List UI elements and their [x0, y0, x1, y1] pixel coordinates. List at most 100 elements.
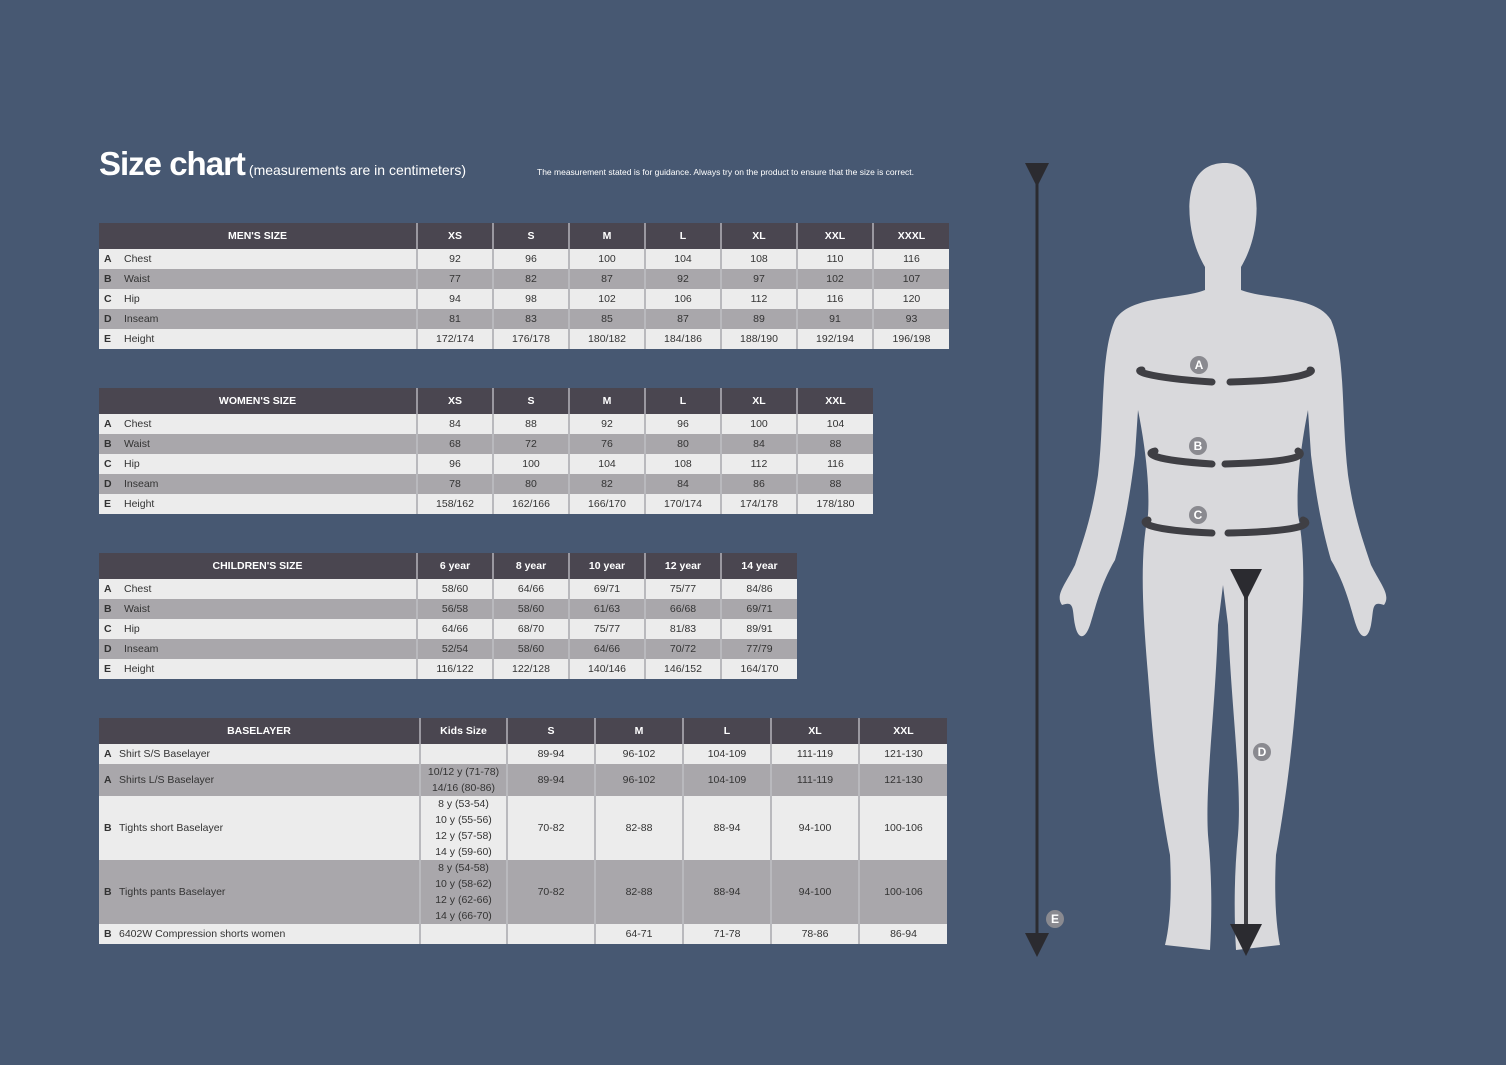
- measure-letter: D: [104, 478, 112, 490]
- table-row: D Inseam 78 80 82 84 86 88: [99, 474, 873, 494]
- measure-name: Inseam: [124, 478, 159, 490]
- measure-name: Tights short Baselayer: [119, 822, 224, 834]
- size-value: 88-94: [682, 860, 771, 924]
- size-value: 78: [416, 474, 493, 494]
- row-label: C Hip: [99, 454, 417, 474]
- size-value: 172/174: [416, 329, 493, 349]
- table-row: B Waist 68 72 76 80 84 88: [99, 434, 873, 454]
- marker-b: B: [1194, 439, 1203, 453]
- measure-name: Hip: [124, 293, 140, 305]
- column-header: 6 year: [416, 553, 493, 579]
- table-row: D Inseam 81 83 85 87 89 91 93: [99, 309, 949, 329]
- marker-a: A: [1195, 358, 1204, 372]
- size-value: 92: [644, 269, 721, 289]
- size-value: 107: [872, 269, 949, 289]
- column-header: XS: [416, 388, 493, 414]
- column-header: 10 year: [568, 553, 645, 579]
- size-value: 94-100: [770, 796, 859, 860]
- size-value: 8 y (54-58) 10 y (58-62) 12 y (62-66) 14…: [419, 860, 507, 924]
- size-value: 87: [644, 309, 721, 329]
- marker-d: D: [1258, 745, 1267, 759]
- size-value: 89-94: [506, 744, 595, 764]
- size-value: 102: [568, 289, 645, 309]
- row-label: C Hip: [99, 289, 417, 309]
- size-value: 68: [416, 434, 493, 454]
- measure-letter: B: [104, 822, 112, 834]
- size-value: 69/71: [568, 579, 645, 599]
- measure-letter: C: [104, 293, 112, 305]
- size-value: 96-102: [594, 764, 683, 796]
- size-value: 192/194: [796, 329, 873, 349]
- measure-letter: A: [104, 418, 112, 430]
- row-label: E Height: [99, 329, 417, 349]
- size-value: 112: [720, 454, 797, 474]
- size-value: 64/66: [416, 619, 493, 639]
- size-value: 100: [720, 414, 797, 434]
- size-value: 170/174: [644, 494, 721, 514]
- size-value: [419, 924, 507, 944]
- column-header: XL: [720, 223, 797, 249]
- size-value: 104-109: [682, 764, 771, 796]
- body-silhouette: [1059, 163, 1387, 950]
- size-value: 104: [644, 249, 721, 269]
- size-value: 89: [720, 309, 797, 329]
- table-row: B Waist 56/58 58/60 61/63 66/68 69/71: [99, 599, 797, 619]
- size-value: 78-86: [770, 924, 859, 944]
- size-value: 93: [872, 309, 949, 329]
- body-measurement-figure: A B C D E: [1025, 163, 1387, 957]
- size-value: 96: [492, 249, 569, 269]
- table-row: C Hip 96 100 104 108 112 116: [99, 454, 873, 474]
- row-label: B Waist: [99, 599, 417, 619]
- row-label: B Waist: [99, 269, 417, 289]
- size-value: 82: [492, 269, 569, 289]
- size-value: 64/66: [492, 579, 569, 599]
- size-value: 89-94: [506, 764, 595, 796]
- table-row: D Inseam 52/54 58/60 64/66 70/72 77/79: [99, 639, 797, 659]
- table-row: A Shirts L/S Baselayer 10/12 y (71-78) 14/…: [99, 764, 947, 796]
- table-row: B Tights pants Baselayer 8 y (54-58) 10 y …: [99, 860, 947, 924]
- size-value: 108: [720, 249, 797, 269]
- row-label: B Waist: [99, 434, 417, 454]
- size-value: 85: [568, 309, 645, 329]
- measure-name: Tights pants Baselayer: [119, 886, 226, 898]
- size-value: 80: [644, 434, 721, 454]
- units-subtitle: (measurements are in centimeters): [248, 162, 466, 178]
- size-value: 94: [416, 289, 493, 309]
- row-label: E Height: [99, 659, 417, 679]
- measure-name: Height: [124, 498, 155, 510]
- size-value: 116: [872, 249, 949, 269]
- size-value: 52/54: [416, 639, 493, 659]
- size-value: 110: [796, 249, 873, 269]
- size-value: 71-78: [682, 924, 771, 944]
- size-value: 196/198: [872, 329, 949, 349]
- table-row: B Tights short Baselayer 8 y (53-54) 10 y …: [99, 796, 947, 860]
- measure-letter: A: [104, 774, 112, 786]
- size-value: 81/83: [644, 619, 721, 639]
- row-label: B 6402W Compression shorts women: [99, 924, 420, 944]
- size-value: 102: [796, 269, 873, 289]
- size-value: 77: [416, 269, 493, 289]
- size-value: 61/63: [568, 599, 645, 619]
- size-value: 97: [720, 269, 797, 289]
- size-value: 104-109: [682, 744, 771, 764]
- column-header: M: [568, 223, 645, 249]
- measure-name: Height: [124, 333, 155, 345]
- size-value: 116: [796, 289, 873, 309]
- size-value: 75/77: [568, 619, 645, 639]
- measure-name: Hip: [124, 458, 140, 470]
- size-value: 116/122: [416, 659, 493, 679]
- measure-letter: B: [104, 273, 112, 285]
- measure-name: Shirts L/S Baselayer: [119, 774, 215, 786]
- table-row: C Hip 64/66 68/70 75/77 81/83 89/91: [99, 619, 797, 639]
- table-row: E Height 172/174 176/178 180/182 184/186 188/1…: [99, 329, 949, 349]
- size-value: 81: [416, 309, 493, 329]
- row-label: A Chest: [99, 579, 417, 599]
- size-value: 121-130: [858, 764, 947, 796]
- size-value: 64-71: [594, 924, 683, 944]
- measure-name: Height: [124, 663, 155, 675]
- baselayer-size-table: BASELAYER Kids Size S M L XL XXL A Shirt S/S Bas…: [99, 718, 947, 944]
- column-header: XXL: [858, 718, 947, 744]
- column-header: XXL: [796, 388, 873, 414]
- page-title: Size chart (measurements are in centimete…: [99, 145, 466, 183]
- table-row: E Height 158/162 162/166 166/170 170/174 174/1…: [99, 494, 873, 514]
